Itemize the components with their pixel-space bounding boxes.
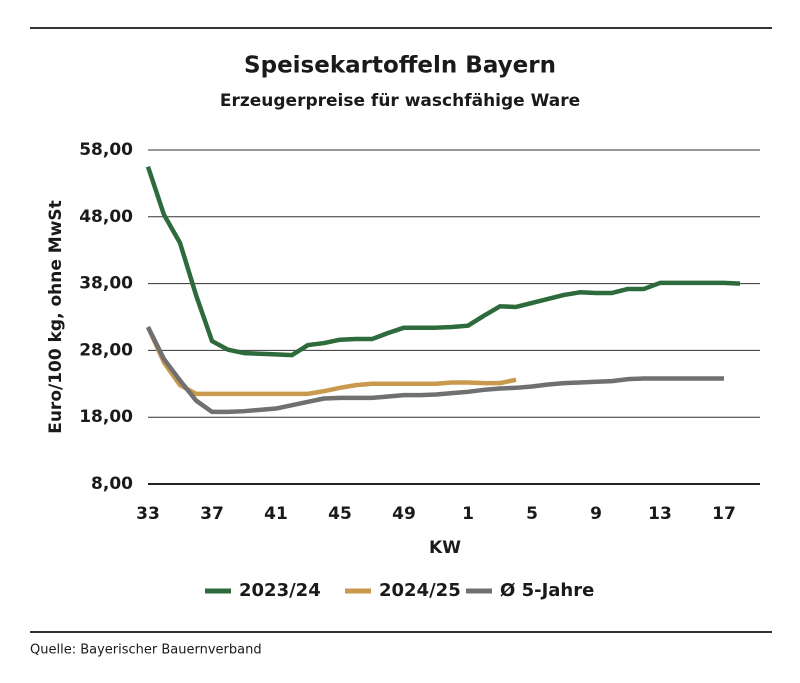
legend-label: 2023/24 [239, 580, 321, 601]
series-line [145, 326, 517, 397]
x-tick-label: 45 [328, 504, 352, 524]
chart-title: Speisekartoffeln Bayern [244, 53, 556, 79]
x-tick-label: 33 [136, 504, 160, 524]
series-line [145, 326, 724, 415]
chart-subtitle: Erzeugerpreise für waschfähige Ware [220, 91, 580, 111]
x-tick-label: 41 [264, 504, 288, 524]
y-tick-label: 58,00 [79, 140, 133, 160]
x-axis-label: KW [429, 538, 461, 558]
y-tick-label: 28,00 [79, 340, 133, 360]
y-tick-label: 38,00 [79, 274, 133, 294]
y-tick-label: 48,00 [79, 207, 133, 227]
legend-label: Ø 5-Jahre [500, 580, 594, 601]
x-tick-label: 49 [392, 504, 416, 524]
x-tick-label: 37 [200, 504, 224, 524]
series-line [145, 165, 741, 358]
x-tick-label: 5 [526, 504, 538, 524]
x-tick-label: 13 [648, 504, 672, 524]
x-tick-label: 9 [590, 504, 602, 524]
legend-label: 2024/25 [379, 580, 461, 601]
x-tick-label: 1 [462, 504, 474, 524]
y-tick-label: 8,00 [91, 474, 133, 494]
y-tick-label: 18,00 [79, 407, 133, 427]
y-axis-label: Euro/100 kg, ohne MwSt [46, 200, 66, 434]
x-tick-label: 17 [712, 504, 736, 524]
source: Quelle: Bayerischer Bauernverband [30, 643, 262, 658]
